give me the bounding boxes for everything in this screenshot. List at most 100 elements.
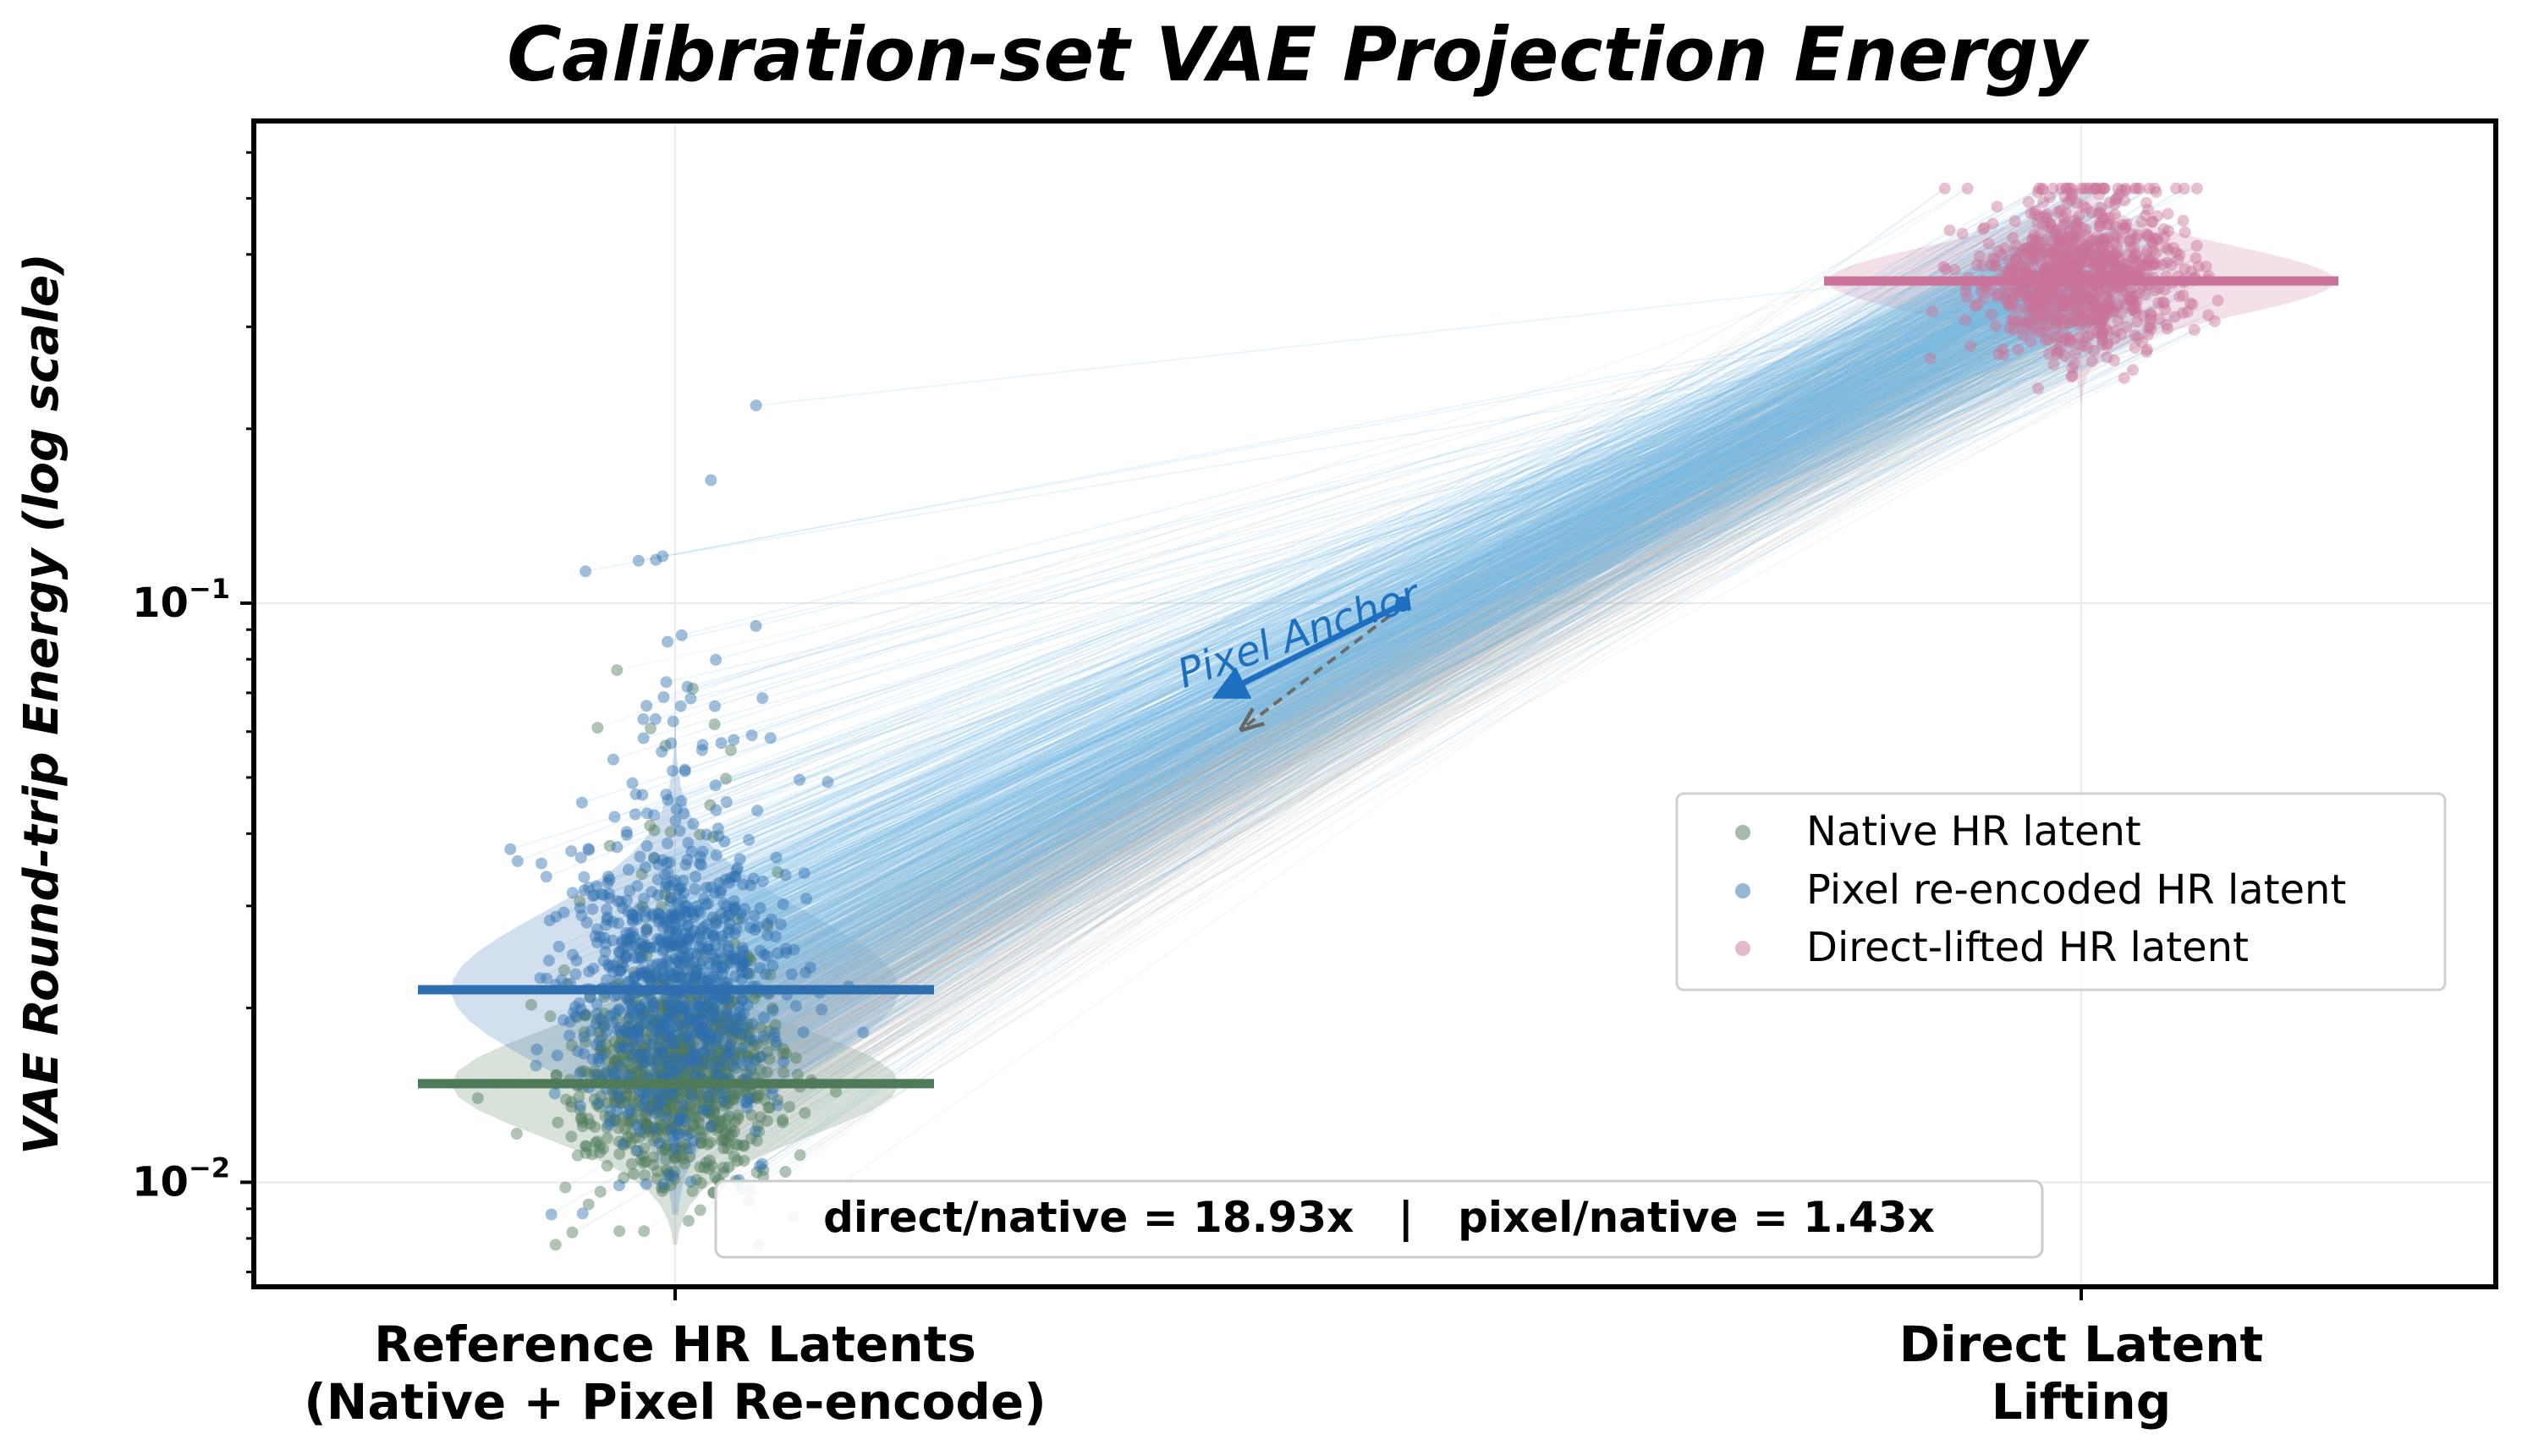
point-pixel bbox=[662, 965, 675, 978]
point-native bbox=[713, 1115, 726, 1128]
link-native bbox=[662, 309, 2135, 1151]
link-pixel bbox=[702, 316, 2094, 962]
point-direct bbox=[2023, 298, 2035, 310]
link-native bbox=[605, 275, 2209, 1117]
link-native bbox=[660, 271, 2044, 1127]
link-native bbox=[583, 313, 2099, 1089]
link-pixel bbox=[635, 320, 2118, 988]
point-pixel bbox=[617, 1138, 629, 1151]
link-pixel bbox=[705, 310, 2114, 1001]
point-direct bbox=[2131, 332, 2144, 344]
point-native bbox=[594, 1185, 607, 1198]
link-pixel bbox=[675, 334, 2024, 935]
link-pixel bbox=[657, 265, 2077, 896]
link-pixel bbox=[640, 254, 2105, 971]
link-native bbox=[735, 316, 2080, 1182]
link-pixel bbox=[662, 288, 2021, 953]
point-direct bbox=[2190, 182, 2203, 195]
link-native bbox=[698, 241, 2152, 1087]
point-native bbox=[680, 1142, 693, 1155]
point-native bbox=[625, 1157, 638, 1170]
link-native bbox=[655, 188, 1946, 1107]
link-pixel bbox=[741, 206, 2102, 1049]
link-pixel bbox=[687, 321, 2091, 688]
link-native bbox=[599, 233, 1964, 1153]
point-native bbox=[726, 1023, 739, 1036]
point-native bbox=[658, 1030, 671, 1042]
link-native bbox=[733, 297, 2091, 1096]
link-pixel bbox=[679, 225, 2101, 973]
link-pixel bbox=[724, 251, 2054, 1001]
point-native bbox=[682, 1066, 695, 1079]
link-pixel bbox=[584, 261, 2095, 891]
point-native bbox=[720, 1124, 733, 1136]
link-pixel bbox=[623, 329, 2047, 969]
link-native bbox=[681, 260, 2079, 1100]
link-native bbox=[646, 287, 2098, 1125]
point-native bbox=[633, 1050, 646, 1063]
link-native bbox=[639, 280, 2060, 1026]
point-native bbox=[729, 1062, 742, 1074]
link-native bbox=[665, 321, 2138, 1103]
point-native bbox=[672, 1092, 684, 1105]
link-pixel bbox=[622, 272, 2135, 949]
point-native bbox=[662, 1092, 675, 1105]
point-native bbox=[658, 997, 671, 1009]
point-native bbox=[684, 1055, 695, 1068]
link-pixel bbox=[684, 271, 2192, 935]
link-pixel bbox=[703, 219, 2076, 1036]
link-native bbox=[684, 318, 2099, 1066]
link-pixel bbox=[683, 337, 2058, 962]
link-native bbox=[563, 201, 2044, 971]
point-direct bbox=[1961, 182, 1974, 195]
link-pixel bbox=[657, 377, 2125, 940]
point-direct bbox=[2074, 230, 2085, 243]
link-native bbox=[675, 224, 2124, 1090]
link-pixel bbox=[661, 304, 2102, 1053]
link-native bbox=[659, 212, 2102, 1120]
point-native bbox=[662, 1037, 675, 1049]
link-pixel bbox=[612, 273, 2010, 1074]
point-native bbox=[731, 1015, 744, 1028]
point-native bbox=[748, 1039, 761, 1052]
link-native bbox=[675, 300, 2137, 1077]
link-pixel bbox=[683, 243, 2108, 1107]
point-native bbox=[607, 1044, 619, 1057]
link-pixel bbox=[686, 299, 2076, 918]
link-pixel bbox=[658, 243, 1990, 915]
point-native bbox=[691, 1062, 704, 1074]
point-native bbox=[705, 1027, 717, 1040]
violin-direct-lifted-hr-latent bbox=[1827, 188, 2335, 417]
link-pixel bbox=[715, 305, 1975, 661]
point-native bbox=[635, 1052, 648, 1064]
point-native bbox=[721, 1067, 734, 1080]
point-native bbox=[779, 1166, 792, 1179]
link-pixel bbox=[596, 241, 2071, 1025]
link-pixel bbox=[774, 305, 2118, 1034]
point-native bbox=[640, 923, 653, 936]
link-pixel bbox=[536, 217, 2105, 1067]
point-native bbox=[715, 1054, 728, 1067]
link-native bbox=[708, 313, 2104, 1065]
link-native bbox=[685, 188, 2054, 1046]
link-native bbox=[758, 289, 2046, 993]
point-native bbox=[743, 1026, 756, 1039]
link-native bbox=[695, 326, 2087, 995]
point-native bbox=[688, 1093, 701, 1106]
link-native bbox=[658, 275, 2140, 1063]
point-native bbox=[664, 1003, 677, 1016]
point-native bbox=[578, 1065, 591, 1078]
link-native bbox=[726, 320, 2083, 1018]
link-pixel bbox=[696, 306, 2111, 972]
link-native bbox=[643, 316, 2086, 1063]
link-native bbox=[694, 212, 2092, 1085]
point-native bbox=[624, 1127, 637, 1140]
point-native bbox=[704, 799, 717, 811]
link-pixel bbox=[705, 270, 2074, 1008]
link-native bbox=[743, 261, 2056, 1092]
link-native bbox=[644, 251, 2022, 1046]
link-pixel bbox=[730, 207, 2087, 1046]
point-direct bbox=[1989, 320, 2002, 332]
point-native bbox=[622, 1130, 635, 1143]
link-native bbox=[681, 312, 2030, 1039]
